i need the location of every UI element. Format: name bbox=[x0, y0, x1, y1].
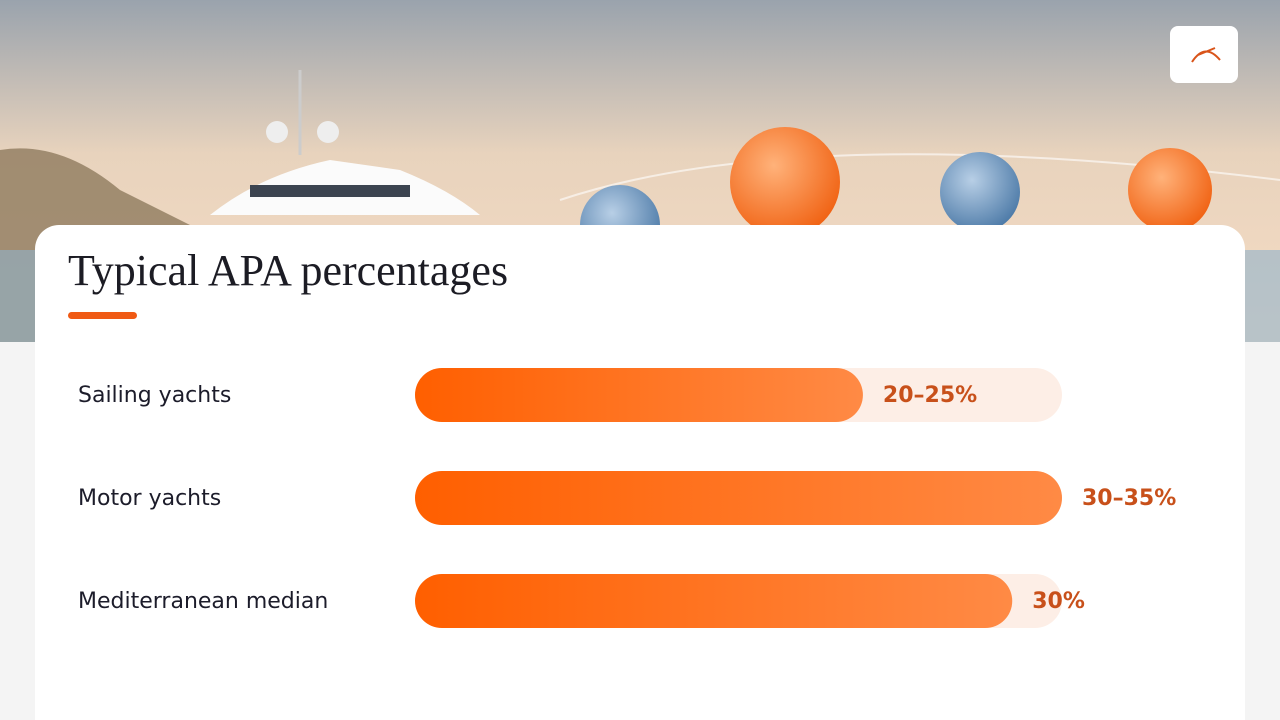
bar bbox=[415, 471, 1062, 525]
category-label: Sailing yachts bbox=[78, 383, 231, 408]
category-label: Mediterranean median bbox=[78, 589, 328, 614]
category-label: Motor yachts bbox=[78, 486, 221, 511]
value-label: 30% bbox=[1032, 589, 1085, 614]
value-label: 20–25% bbox=[883, 383, 977, 408]
title-underline bbox=[68, 312, 137, 319]
chart-title: Typical APA percentages bbox=[68, 246, 508, 295]
bar bbox=[415, 368, 863, 422]
value-label: 30–35% bbox=[1082, 486, 1176, 511]
bar bbox=[415, 574, 1013, 628]
